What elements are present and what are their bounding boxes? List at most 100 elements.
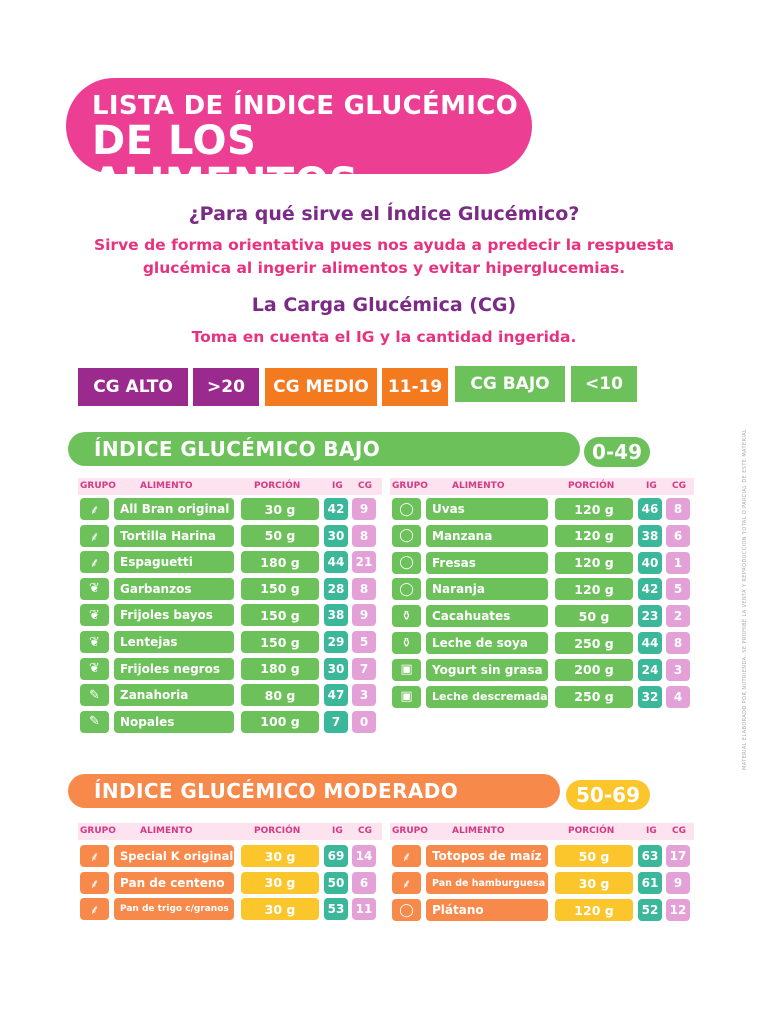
food-cg: 6 [352,871,376,894]
food-name: Nopales [114,710,234,733]
food-ig: 42 [324,498,348,520]
food-cg: 17 [666,845,690,867]
section-low-range: 0-49 [584,437,650,467]
answer-ig: Sirve de forma orientativa pues nos ayud… [0,234,768,280]
header-grupo: GRUPO [392,481,428,491]
food-name: All Bran original [114,498,234,520]
header-grupo: GRUPO [80,826,116,836]
header-ig: IG [332,481,343,491]
apple-icon: ◯ [392,899,421,921]
food-name: Leche descremada [426,685,548,708]
food-portion: 30 g [241,898,319,920]
food-cg: 6 [666,524,690,547]
header-alimento: ALIMENTO [452,826,505,836]
wheat-icon: ⸙ [392,845,421,867]
header-grupo: GRUPO [392,826,428,836]
header-alimento: ALIMENTO [140,481,193,491]
legend-cg-alto-range: >20 [193,368,259,406]
food-cg: 8 [352,524,376,547]
wheat-icon: ⸙ [80,524,109,547]
food-cg: 3 [352,684,376,707]
food-cg: 8 [352,577,376,600]
title-line-2: DE LOS ALIMENTOS [92,118,359,206]
food-ig: 53 [324,898,348,920]
food-name: Manzana [426,524,548,547]
bottle-icon: ⚱ [392,632,421,654]
food-name: Totopos de maíz [426,845,548,867]
apple-icon: ◯ [392,578,421,601]
food-ig: 30 [324,524,348,547]
table-header-moderate-right: GRUPO ALIMENTO PORCIÓN IG CG [390,823,694,840]
food-ig: 47 [324,684,348,707]
header-porcion: PORCIÓN [568,826,615,836]
food-name: Yogurt sin grasa [426,658,548,681]
food-name: Frijoles negros [114,657,234,680]
table-row: ◯ Fresas 120 g 40 1 [392,551,696,574]
section-moderate-range: 50-69 [566,780,650,810]
section-low-title: ÍNDICE GLUCÉMICO BAJO [68,432,580,466]
food-name: Pan de centeno [114,871,234,894]
table-row: ⸙ All Bran original 30 g 42 9 [80,498,384,520]
wheat-icon: ⸙ [80,498,109,520]
food-cg: 9 [352,498,376,520]
food-portion: 180 g [241,657,319,680]
food-ig: 61 [638,872,662,894]
food-name: Uvas [426,498,548,520]
legend-cg-alto: CG ALTO [78,368,188,406]
apple-icon: ◯ [392,551,421,574]
food-ig: 28 [324,577,348,600]
food-ig: 30 [324,657,348,680]
header-cg: CG [358,481,372,491]
food-cg: 9 [352,604,376,627]
header-alimento: ALIMENTO [140,826,193,836]
answer-cg: Toma en cuenta el IG y la cantidad inger… [191,328,577,346]
food-portion: 50 g [555,605,633,628]
food-ig: 40 [638,551,662,574]
header-porcion: PORCIÓN [254,481,301,491]
header-cg: CG [358,826,372,836]
table-header-low-left: GRUPO ALIMENTO PORCIÓN IG CG [78,478,382,495]
food-cg: 0 [352,710,376,733]
table-header-moderate-left: GRUPO ALIMENTO PORCIÓN IG CG [78,823,382,840]
table-row: ⸙ Pan de hamburguesa 30 g 61 9 [392,872,696,894]
food-name: Tortilla Harina [114,524,234,547]
legend-cg-bajo-range: <10 [571,366,637,402]
food-portion: 180 g [241,551,319,574]
legend-cg-medio-range: 11-19 [382,368,448,406]
wheat-icon: ⸙ [80,898,109,920]
table-row: ◯ Plátano 120 g 52 12 [392,899,696,921]
yogurt-icon: ▣ [392,685,421,708]
food-cg: 8 [666,498,690,520]
wheat-icon: ⸙ [392,872,421,894]
header-grupo: GRUPO [80,481,116,491]
food-name: Frijoles bayos [114,604,234,627]
apple-icon: ◯ [392,524,421,547]
food-name: Special K original [114,845,234,867]
food-cg: 5 [352,631,376,653]
food-portion: 50 g [555,845,633,867]
food-ig: 38 [638,524,662,547]
food-portion: 30 g [241,498,319,520]
bean-icon: ❦ [80,631,109,653]
food-cg: 5 [666,578,690,601]
table-row: ◯ Uvas 120 g 46 8 [392,498,696,520]
table-row: ❦ Frijoles negros 180 g 30 7 [80,657,384,680]
header-ig: IG [332,826,343,836]
question-ig: ¿Para qué sirve el Índice Glucémico? [188,203,580,225]
food-cg: 7 [352,657,376,680]
wheat-icon: ⸙ [80,845,109,867]
table-row: ◯ Manzana 120 g 38 6 [392,524,696,547]
food-name: Lentejas [114,631,234,653]
food-cg: 8 [666,632,690,654]
carrot-icon: ✎ [80,710,109,733]
question-cg: La Carga Glucémica (CG) [251,294,517,316]
table-row: ⸙ Totopos de maíz 50 g 63 17 [392,845,696,867]
food-name: Zanahoria [114,684,234,707]
apple-icon: ◯ [392,498,421,520]
title-banner: LISTA DE ÍNDICE GLUCÉMICO DE LOS ALIMENT… [66,78,532,204]
food-cg: 1 [666,551,690,574]
header-cg: CG [672,481,686,491]
food-ig: 23 [638,605,662,628]
table-row: ▣ Leche descremada 250 g 32 4 [392,685,696,708]
